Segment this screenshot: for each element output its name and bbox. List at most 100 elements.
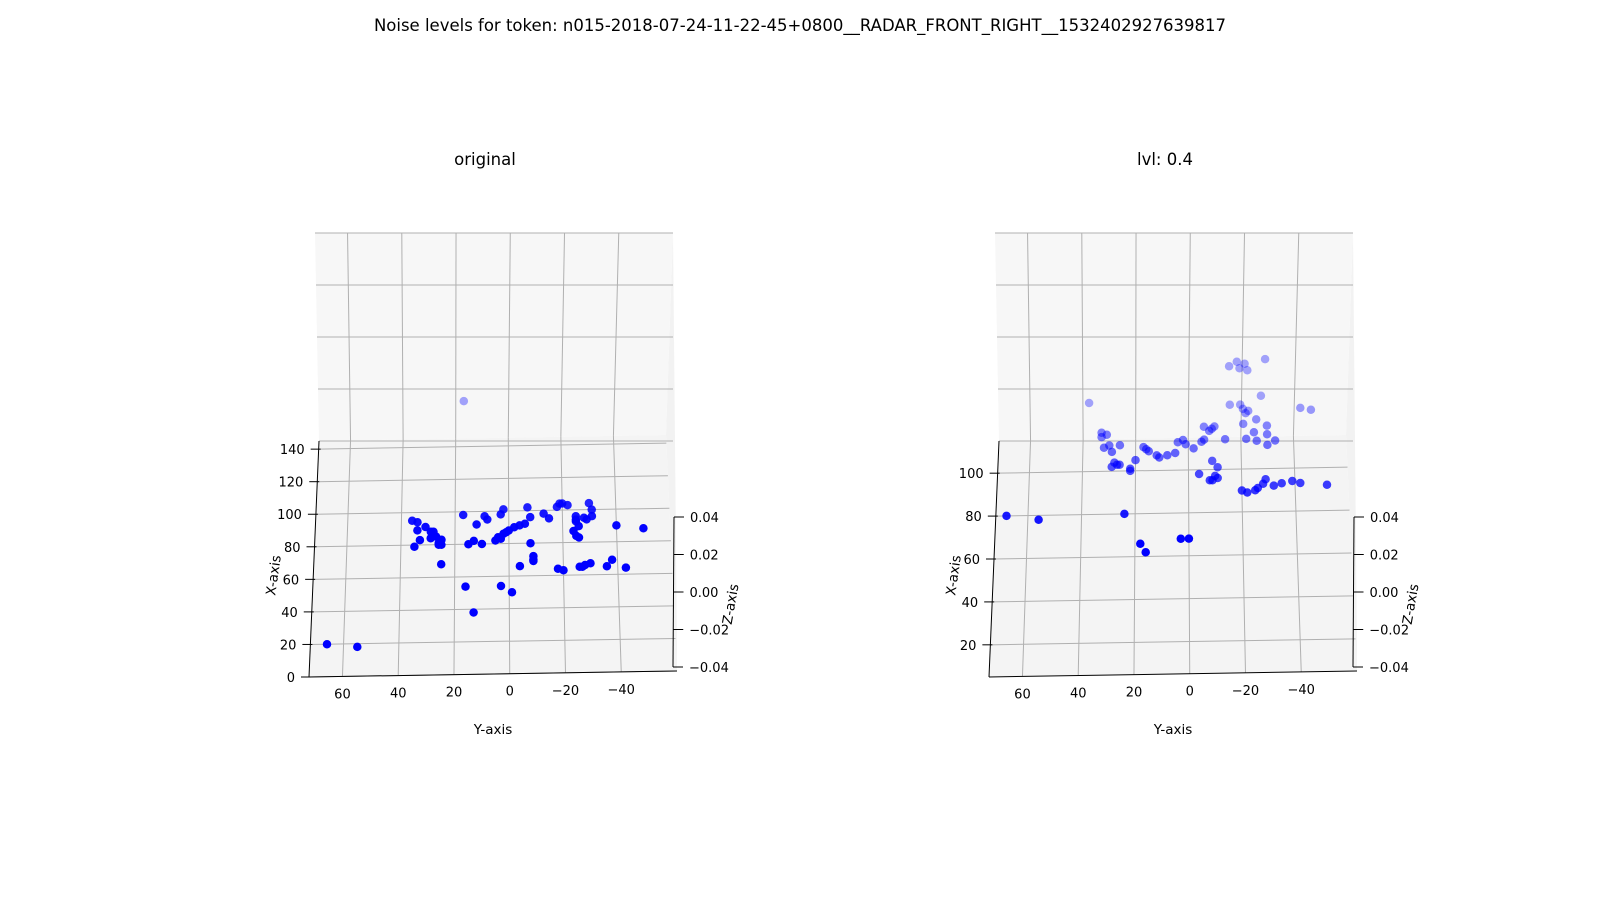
side-pane [666,233,677,671]
scatter-point [1213,463,1222,472]
x-tick-label: 120 [278,476,303,491]
scatter-point [1261,475,1270,484]
scatter-point [1296,403,1305,413]
scatter-point [1097,432,1106,442]
y-gridline [341,440,352,677]
scatter-point [584,498,594,508]
scatter-point [1235,363,1244,373]
scatter-point [621,563,631,572]
y-gridline-back [612,232,620,436]
scatter-point [1176,534,1186,543]
x-gridline [317,475,668,483]
scatter-point [1136,539,1145,548]
z-tick-label: 0.02 [1370,549,1399,564]
scatter-point [587,511,597,521]
y-tick-label: 20 [1126,686,1143,701]
y-tick-label: −40 [608,683,635,698]
x-tick-label: 20 [960,639,977,654]
y-gridline-back [507,232,511,438]
y-tick-label: 40 [1070,687,1087,702]
z-tick-label: 0.00 [690,586,719,601]
y-axis-label: Y-axis [473,722,513,738]
scatter-point [499,505,508,514]
scatter-point [529,556,538,566]
z-tick-label: 0.00 [1370,586,1399,601]
scatter-point [1243,488,1252,497]
scatter-point [1322,480,1332,489]
y-gridline [397,439,404,676]
z-tick-label: 0.02 [690,549,719,564]
x-gridline [310,637,676,645]
scatter-point [1105,441,1114,450]
scatter-point [1184,534,1194,543]
z-axis-line [1352,516,1355,668]
y-gridline [560,436,566,673]
z-tick-label: −0.02 [1369,624,1409,639]
y-gridline [507,437,511,674]
x-tick-label: 40 [281,606,298,621]
scatter-point [461,582,470,591]
x-axis-label: X-axis [943,554,964,596]
x-gridline [997,466,1348,474]
subplot-title: original [454,150,516,169]
scatter-point [1084,398,1094,408]
y-gridline-back [401,232,404,440]
scatter-point [1252,436,1261,446]
y-axis-line [988,670,1358,678]
y-gridline-back [1081,232,1084,440]
scatter-point [1207,424,1217,433]
scatter-point [574,533,584,542]
scatter-point [1170,448,1180,458]
z-axis-label: Z-axis [1400,583,1423,626]
x-tick-label: 100 [959,467,984,482]
scatter-point [563,500,572,510]
scatter-point [1235,400,1245,409]
scatter-point [1115,441,1125,450]
scatter-point [1163,451,1172,460]
scatter-point [602,562,612,571]
scatter-point [526,538,535,548]
scatter-point [587,505,596,514]
x-gridline [995,509,1350,517]
scatter-point [1241,408,1250,418]
z-tick-label: −0.04 [1369,661,1409,676]
scatter-point [539,509,548,518]
scatter-point [515,561,525,571]
scatter-point [523,503,532,512]
scatter-point [607,555,617,564]
scatter-point [483,515,492,524]
scatter-point [1262,429,1272,439]
z-tick-label: 0.04 [1370,511,1399,526]
scatter-point [1249,428,1259,437]
scatter-point [1120,509,1129,519]
scatter-point [1199,422,1209,431]
figure-suptitle: Noise levels for token: n015-2018-07-24-… [374,16,1226,36]
scatter-point [353,642,362,652]
y-gridline [612,435,622,672]
x-gridline [993,552,1352,560]
scatter-point [559,566,568,575]
z-axis-label: Z-axis [720,583,743,626]
scatter-point [1241,434,1251,444]
y-tick-label: −20 [1232,684,1259,699]
scatter-point [1207,456,1217,466]
scatter-point [1243,365,1252,375]
x-gridline [990,638,1356,646]
y-tick-label: 0 [1186,685,1194,700]
x-gridline [315,507,670,515]
scatter-point [1131,455,1140,465]
scatter-point [1270,436,1280,445]
z-tick-label: −0.02 [689,624,729,639]
scatter-point [1306,405,1316,415]
scatter-point [1243,406,1253,416]
y-gridline-back [1292,232,1300,436]
scatter-point [1199,435,1209,444]
x-gridline [313,572,673,580]
scatter-point [507,588,517,597]
y-tick-label: −20 [552,684,579,699]
scatter-point [1220,434,1230,444]
scatter-point [469,536,479,546]
scatter-point [639,523,648,533]
x-tick-label: 100 [277,508,302,523]
z-tick-label: −0.04 [689,661,729,676]
